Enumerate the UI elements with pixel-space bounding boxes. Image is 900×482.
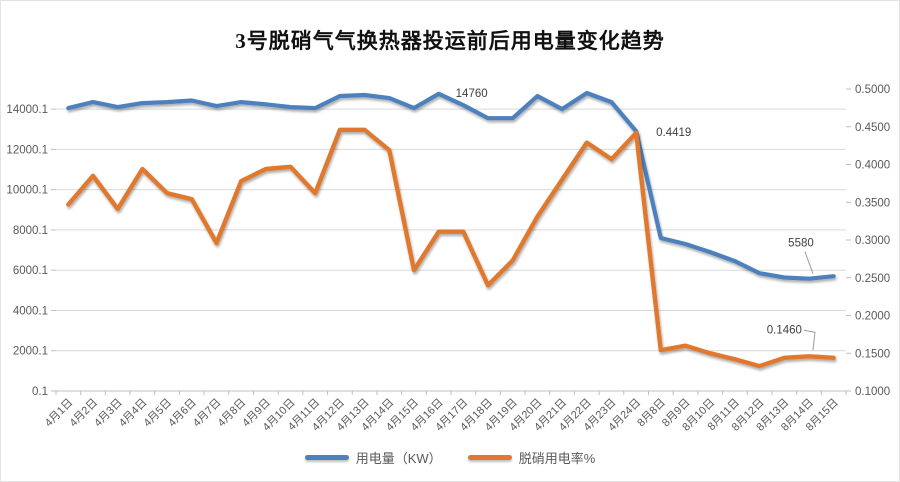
legend-item-power: 用电量（KW）: [304, 448, 442, 467]
svg-text:6000.1: 6000.1: [13, 265, 48, 277]
data-label: 0.1460: [767, 324, 802, 336]
x-axis-labels: 4月1日4月2日4月3日4月4日4月5日4月6日4月7日4月8日4月9日4月10…: [43, 397, 841, 434]
legend-label-power: 用电量（KW）: [355, 451, 442, 466]
svg-text:0.3000: 0.3000: [855, 235, 890, 247]
svg-text:0.4000: 0.4000: [855, 160, 890, 172]
callout-leader-line: [804, 251, 814, 274]
series-line-rate: [66, 127, 836, 369]
svg-text:4000.1: 4000.1: [13, 305, 48, 317]
data-labels: 14760 0.4419 5580 0.1460: [456, 88, 816, 351]
svg-text:0.4500: 0.4500: [855, 122, 890, 134]
chart-legend: 用电量（KW） 脱硝用电率%: [1, 448, 899, 467]
svg-text:8000.1: 8000.1: [13, 225, 48, 237]
legend-swatch-blue-line: [304, 455, 349, 460]
legend-label-rate: 脱硝用电率%: [518, 451, 596, 466]
data-label: 14760: [456, 88, 488, 100]
svg-text:14000.1: 14000.1: [6, 104, 48, 116]
svg-text:12000.1: 12000.1: [6, 144, 48, 156]
legend-swatch-orange-line: [467, 455, 512, 460]
svg-text:2000.1: 2000.1: [13, 346, 48, 358]
right-axis-labels: 0.1000 0.1500 0.2000 0.2500 0.3000 0.3500 0.40…: [855, 84, 890, 398]
svg-text:0.3500: 0.3500: [855, 197, 890, 209]
data-label: 5580: [788, 238, 814, 250]
legend-item-rate: 脱硝用电率%: [467, 448, 596, 467]
svg-text:0.5000: 0.5000: [855, 84, 890, 96]
data-label: 0.4419: [656, 127, 691, 139]
gridlines: [56, 108, 846, 392]
axis-ticks: [51, 88, 851, 395]
left-axis-labels: 0.1 2000.1 4000.1 6000.1 8000.1 10000.1 12000.…: [6, 104, 48, 398]
svg-text:10000.1: 10000.1: [6, 185, 48, 197]
svg-text:0.1500: 0.1500: [855, 348, 890, 360]
svg-text:0.1000: 0.1000: [855, 386, 890, 398]
svg-text:0.2500: 0.2500: [855, 273, 890, 285]
callout-leader-line: [803, 329, 816, 351]
chart-title: 3号脱硝气气换热器投运前后用电量变化趋势: [235, 29, 665, 53]
svg-text:0.2000: 0.2000: [855, 311, 890, 323]
svg-text:0.1: 0.1: [32, 386, 48, 398]
series-line-power: [66, 90, 836, 281]
